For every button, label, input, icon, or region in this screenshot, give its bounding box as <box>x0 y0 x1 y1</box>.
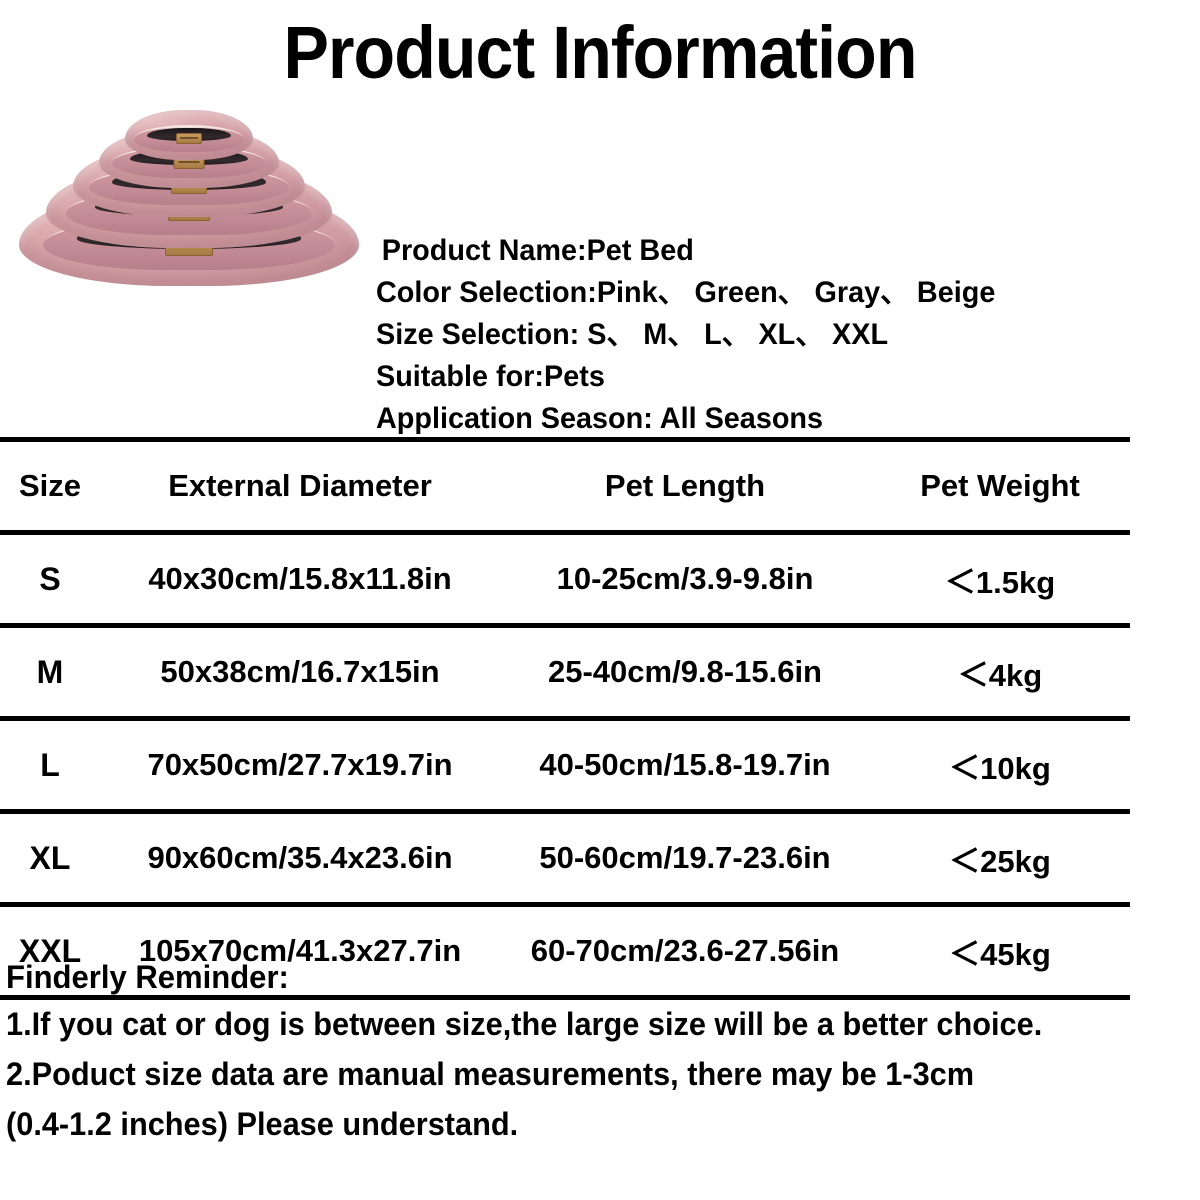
cell-external-diameter: 50x38cm/16.7x15in <box>160 654 440 689</box>
table-row: M 50x38cm/16.7x15in 25-40cm/9.8-15.6in ＜… <box>0 625 1130 719</box>
reminder-title: Finderly Reminder: <box>6 959 289 995</box>
column-header-external-diameter: External Diameter <box>168 468 432 503</box>
cell-pet-weight: ＜1.5kg <box>944 564 1056 600</box>
cell-pet-length: 25-40cm/9.8-15.6in <box>547 654 822 689</box>
table-header-row: Size External Diameter Pet Length Pet We… <box>0 439 1130 533</box>
table-row: XL 90x60cm/35.4x23.6in 50-60cm/19.7-23.6… <box>0 811 1130 905</box>
column-header-pet-weight: Pet Weight <box>920 468 1080 503</box>
cell-pet-weight: ＜4kg <box>957 657 1043 693</box>
cell-pet-length: 50-60cm/19.7-23.6in <box>539 840 831 875</box>
spec-suitable-for: Suitable for:Pets <box>376 360 605 393</box>
reminder-item-2-continued: (0.4-1.2 inches) Please understand. <box>6 1106 519 1142</box>
column-header-size: Size <box>18 468 82 503</box>
cell-size: L <box>40 746 60 783</box>
cell-pet-weight: ＜25kg <box>949 843 1051 879</box>
spec-color-selection: Color Selection:Pink、 Green、 Gray、 Beige <box>376 276 996 309</box>
cell-external-diameter: 105x70cm/41.3x27.7in <box>138 933 462 968</box>
cell-size: S <box>39 560 61 597</box>
pet-bed-s <box>125 110 253 160</box>
cell-size: XXL <box>18 932 82 969</box>
cell-pet-length: 40-50cm/15.8-19.7in <box>539 747 831 782</box>
product-spec-list: Product Name:Pet Bed Color Selection:Pin… <box>376 230 1166 440</box>
cell-pet-length: 60-70cm/23.6-27.56in <box>530 933 840 968</box>
reminder-item-2: 2.Poduct size data are manual measuremen… <box>6 1056 975 1092</box>
spec-application-season: Application Season: All Seasons <box>376 402 824 435</box>
product-image <box>8 104 370 286</box>
cell-pet-weight: ＜10kg <box>949 750 1051 786</box>
reminder-item-1: 1.If you cat or dog is between size,the … <box>6 1006 1043 1042</box>
bed-body <box>125 110 253 160</box>
cell-size: XL <box>29 839 71 876</box>
hero-section: Product Name:Pet Bed Color Selection:Pin… <box>0 90 1200 435</box>
spec-product-name: Product Name:Pet Bed <box>381 234 694 267</box>
page-title: Product Information <box>283 11 917 94</box>
bed-brand-label <box>176 132 202 144</box>
cell-external-diameter: 90x60cm/35.4x23.6in <box>147 840 453 875</box>
spec-size-selection: Size Selection: S、 M、 L、 XL、 XXL <box>376 318 889 351</box>
table-row: L 70x50cm/27.7x19.7in 40-50cm/15.8-19.7i… <box>0 718 1130 812</box>
cell-size: M <box>36 653 64 690</box>
size-chart-table: Size External Diameter Pet Length Pet We… <box>0 437 1130 1000</box>
cell-external-diameter: 40x30cm/15.8x11.8in <box>148 561 452 596</box>
reminder-section: Finderly Reminder: 1.If you cat or dog i… <box>6 955 1196 1149</box>
table-row: XXL 105x70cm/41.3x27.7in 60-70cm/23.6-27… <box>0 904 1130 998</box>
column-header-pet-length: Pet Length <box>604 468 766 503</box>
cell-external-diameter: 70x50cm/27.7x19.7in <box>147 747 453 782</box>
table-row: S 40x30cm/15.8x11.8in 10-25cm/3.9-9.8in … <box>0 532 1130 626</box>
cell-pet-length: 10-25cm/3.9-9.8in <box>556 561 814 596</box>
cell-pet-weight: ＜45kg <box>949 936 1051 972</box>
